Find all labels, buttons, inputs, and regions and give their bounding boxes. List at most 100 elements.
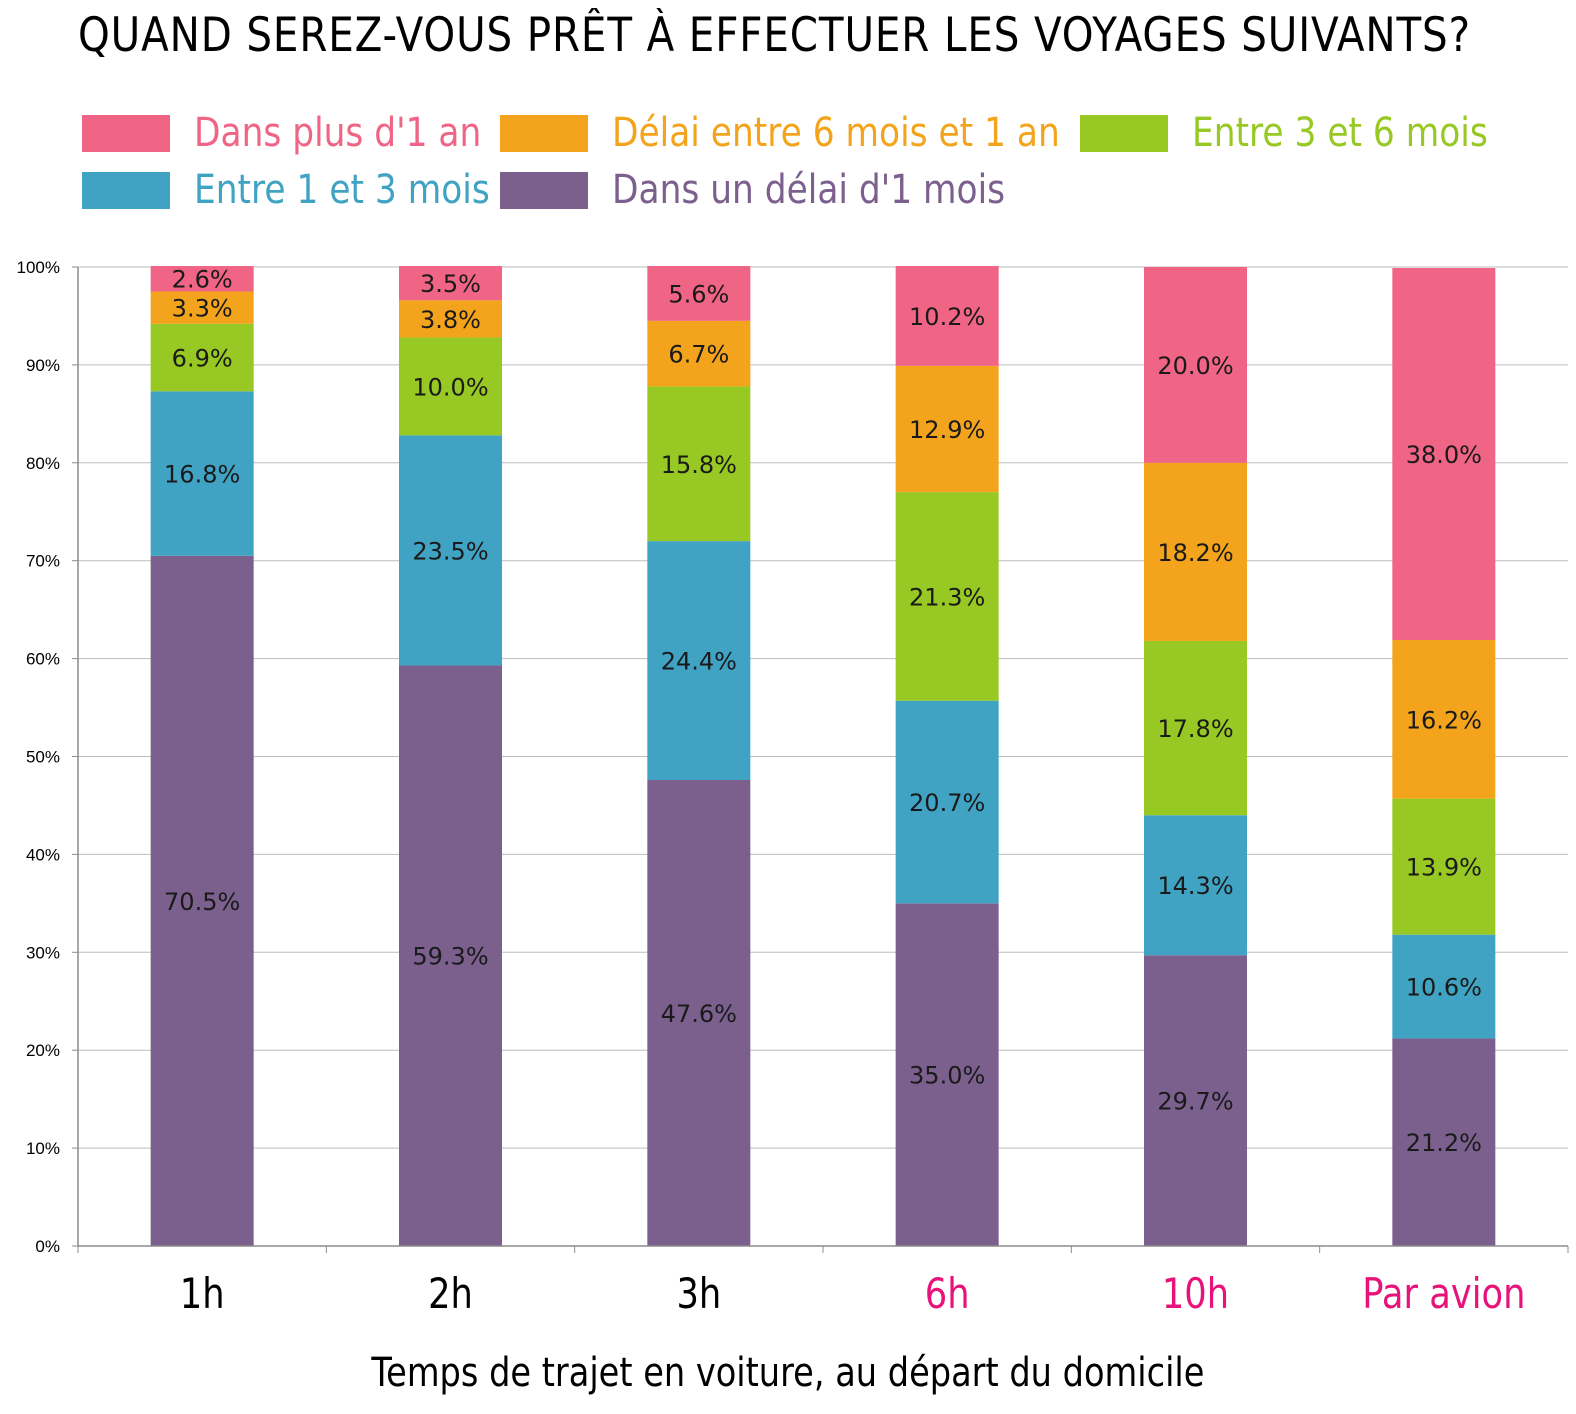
- bar-data-label: 5.6%: [668, 280, 729, 308]
- bar-segment: [895, 700, 999, 904]
- x-axis-title: Temps de trajet en voiture, au départ du…: [0, 1350, 1576, 1396]
- y-tick-label: 60%: [26, 650, 60, 669]
- bar-data-label: 20.0%: [1157, 352, 1233, 380]
- bar-data-label: 24.4%: [661, 648, 737, 676]
- bar-segment: [399, 266, 502, 301]
- bar-segment: [647, 541, 751, 780]
- x-axis-title-text: Temps de trajet en voiture, au départ du…: [371, 1350, 1205, 1396]
- bar-segment: [150, 291, 254, 324]
- bar-segment: [399, 300, 502, 338]
- bar-data-label: 21.3%: [909, 583, 985, 611]
- bar-data-label: 20.7%: [909, 789, 985, 817]
- legend-item-dans-plus-1-an: Dans plus d'1 an: [82, 110, 528, 156]
- bar-data-label: 17.8%: [1157, 715, 1233, 743]
- bar-segment: [150, 391, 254, 556]
- bars: 70.5% 16.8% 6.9% 3.3%2.6% 59.3% 23.5% 10.0% 3.8…: [150, 266, 1496, 1246]
- bar-segment: [895, 266, 999, 366]
- legend-label-dans-plus-1-an: Dans plus d'1 an: [194, 110, 482, 156]
- x-tick-label: 1h: [180, 1270, 225, 1319]
- bar-data-label: 13.9%: [1406, 854, 1482, 882]
- bar-data-label: 6.9%: [172, 345, 233, 373]
- bar-segment: [1392, 267, 1496, 640]
- bar-data-label: 3.3%: [172, 295, 233, 323]
- bar-segment: [647, 386, 751, 542]
- bar-segment: [399, 665, 502, 1246]
- bar-data-label: 12.9%: [909, 416, 985, 444]
- bar-segment: [1144, 462, 1247, 641]
- y-tick-label: 30%: [26, 943, 60, 962]
- y-tick-label: 80%: [26, 454, 60, 473]
- y-tick-label: 50%: [26, 748, 60, 767]
- bar-data-label: 38.0%: [1406, 441, 1482, 469]
- legend-item-entre-3-et-6-mois: Entre 3 et 6 mois: [1080, 110, 1536, 156]
- bar-segment: [399, 337, 502, 436]
- bar-data-label: 2.6%: [172, 266, 233, 294]
- bar-segment: [1392, 934, 1496, 1039]
- y-tick-label: 70%: [26, 552, 60, 571]
- legend-label-dans-un-delai-1-mois: Dans un délai d'1 mois: [612, 167, 1006, 213]
- bar-segment: [647, 266, 751, 321]
- y-axis: 0% 10% 20% 30% 40% 50% 60% 70% 80% 90% 100%: [17, 258, 79, 1256]
- bar-segment: [895, 492, 999, 701]
- legend-swatch-dans-plus-1-an: [82, 114, 170, 152]
- bar-segment: [895, 365, 999, 493]
- legend-swatch-dans-un-delai-1-mois: [500, 171, 588, 209]
- bar-segment: [1144, 267, 1247, 463]
- x-tick-label: 2h: [428, 1270, 473, 1319]
- bar-data-label: 16.2%: [1406, 706, 1482, 734]
- bar-segment: [647, 320, 751, 387]
- x-axis: 1h 2h 3h 6h 10h Par avion: [77, 1245, 1569, 1319]
- bar-segment: [150, 266, 254, 292]
- bar-data-label: 10.2%: [909, 303, 985, 331]
- legend-label-delai-6-mois-1-an: Délai entre 6 mois et 1 an: [612, 110, 1060, 156]
- bar-data-label: 16.8%: [164, 461, 240, 489]
- legend-item-dans-un-delai-1-mois: Dans un délai d'1 mois: [500, 167, 1069, 213]
- bar-data-label: 21.2%: [1406, 1129, 1482, 1157]
- bar-data-label: 15.8%: [661, 451, 737, 479]
- bar-data-label: 10.0%: [412, 373, 488, 401]
- bar-segment: [150, 323, 254, 392]
- legend-label-entre-1-et-3-mois: Entre 1 et 3 mois: [194, 167, 490, 213]
- bar-data-label: 59.3%: [412, 943, 488, 971]
- bar-data-label: 10.6%: [1406, 974, 1482, 1002]
- y-tick-label: 90%: [26, 356, 60, 375]
- bar-segment: [895, 903, 999, 1246]
- y-tick-label: 100%: [17, 258, 60, 277]
- y-tick-label: 20%: [26, 1041, 60, 1060]
- chart-title: QUAND SEREZ-VOUS PRÊT À EFFECTUER LES VO…: [78, 8, 1471, 63]
- bar-data-label: 6.7%: [668, 341, 729, 369]
- bar-data-label: 18.2%: [1157, 539, 1233, 567]
- y-tick-label: 10%: [26, 1139, 60, 1158]
- bar-data-label: 47.6%: [661, 1000, 737, 1028]
- bar-segment: [1144, 955, 1247, 1246]
- bar-segment: [647, 779, 751, 1246]
- bar-segment: [1144, 815, 1247, 956]
- x-tick-label: Par avion: [1362, 1270, 1525, 1319]
- bar-data-label: 3.8%: [420, 306, 481, 334]
- bar-segment: [1144, 640, 1247, 816]
- bar-data-label: 3.5%: [420, 270, 481, 298]
- legend-item-delai-6-mois-1-an: Délai entre 6 mois et 1 an: [500, 110, 1133, 156]
- bar-data-label: 29.7%: [1157, 1088, 1233, 1116]
- bar-data-label: 14.3%: [1157, 872, 1233, 900]
- bar-data-label: 35.0%: [909, 1062, 985, 1090]
- bar-segment: [150, 555, 254, 1246]
- bar-segment: [1392, 1038, 1496, 1246]
- bar-segment: [399, 435, 502, 666]
- bar-segment: [1392, 639, 1496, 799]
- x-tick-label: 3h: [676, 1270, 721, 1319]
- bar-data-label: 70.5%: [164, 888, 240, 916]
- y-tick-label: 0%: [35, 1237, 60, 1256]
- gridlines: [78, 266, 1568, 1149]
- x-tick-label: 6h: [925, 1270, 970, 1319]
- x-tick-label: 10h: [1162, 1270, 1229, 1319]
- bar-segment: [1392, 798, 1496, 935]
- legend-item-entre-1-et-3-mois: Entre 1 et 3 mois: [82, 167, 538, 213]
- legend-swatch-delai-6-mois-1-an: [500, 114, 588, 152]
- legend-label-entre-3-et-6-mois: Entre 3 et 6 mois: [1192, 110, 1488, 156]
- bar-data-label: 23.5%: [412, 537, 488, 565]
- y-tick-label: 40%: [26, 845, 60, 864]
- legend-swatch-entre-1-et-3-mois: [82, 171, 170, 209]
- legend-swatch-entre-3-et-6-mois: [1080, 114, 1168, 152]
